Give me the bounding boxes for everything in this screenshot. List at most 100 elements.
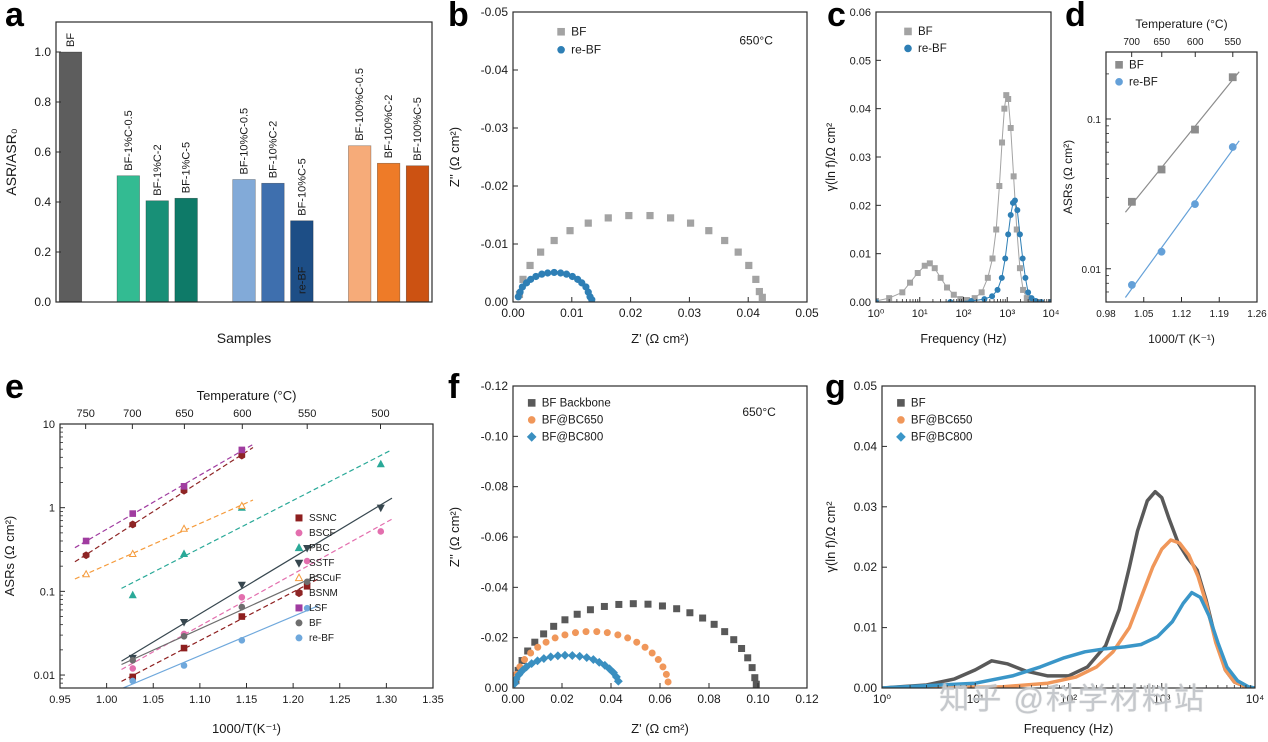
svg-text:BF-100%C-5: BF-100%C-5 — [412, 97, 424, 161]
svg-text:0.05: 0.05 — [850, 55, 871, 67]
svg-text:BF-10%C-5: BF-10%C-5 — [296, 158, 308, 215]
svg-text:0.05: 0.05 — [854, 379, 878, 393]
svg-text:650: 650 — [175, 408, 193, 420]
svg-text:BF: BF — [1129, 60, 1144, 72]
svg-text:Z'' (Ω cm²): Z'' (Ω cm²) — [447, 507, 462, 567]
svg-text:0.01: 0.01 — [1082, 265, 1102, 276]
svg-text:BF-10%C-2: BF-10%C-2 — [267, 121, 279, 178]
svg-text:BF@BC650: BF@BC650 — [911, 415, 973, 427]
svg-text:ASRs (Ω cm²): ASRs (Ω cm²) — [1061, 140, 1075, 214]
panel-letter-a: a — [5, 0, 24, 34]
svg-text:1.15: 1.15 — [236, 694, 257, 706]
svg-text:700: 700 — [1123, 37, 1140, 48]
chart-g-drt: 10⁰ 10¹ 10² 10³ 10⁴ 0.00 0.01 0.02 0.03 0.04 0.05 F… — [823, 379, 1265, 736]
svg-text:750: 750 — [76, 408, 94, 420]
svg-text:-0.02: -0.02 — [481, 631, 509, 645]
svg-text:BF: BF — [918, 26, 933, 38]
panel-letter-e: e — [5, 368, 24, 406]
svg-text:0.95: 0.95 — [49, 694, 70, 706]
svg-text:0.00: 0.00 — [485, 681, 509, 695]
panel-letter-c: c — [827, 0, 846, 34]
svg-text:700: 700 — [123, 408, 141, 420]
svg-text:0.0: 0.0 — [34, 295, 51, 309]
panel-c: c 10⁰ 10¹ 10² 10³ 10⁴ 0.00 0.01 0.02 0.03 0.04 0.0… — [822, 0, 1060, 352]
chart-d-arrhenius: 0.98 1.05 1.12 1.19 1.26 0.01 0.1 700 650 600 550 T… — [1061, 17, 1267, 346]
svg-text:BF-1%C-5: BF-1%C-5 — [181, 142, 193, 193]
svg-text:10³: 10³ — [999, 308, 1015, 320]
svg-text:10⁰: 10⁰ — [873, 692, 891, 706]
svg-text:10²: 10² — [1060, 692, 1077, 706]
chart-f-nyquist: 0.00 0.02 0.04 0.06 0.08 0.10 0.12 0.00 -0.02 -0.… — [447, 379, 819, 736]
svg-text:-0.04: -0.04 — [481, 63, 509, 77]
svg-text:-0.10: -0.10 — [481, 429, 509, 443]
svg-text:Z' (Ω cm²): Z' (Ω cm²) — [631, 721, 689, 736]
svg-text:1.35: 1.35 — [422, 694, 443, 706]
svg-text:1.30: 1.30 — [376, 694, 397, 706]
panel-letter-f: f — [448, 368, 460, 406]
svg-text:re-BF: re-BF — [1129, 77, 1158, 89]
svg-text:-0.06: -0.06 — [481, 530, 509, 544]
svg-text:0.06: 0.06 — [648, 692, 672, 706]
svg-text:1000/T (K⁻¹): 1000/T (K⁻¹) — [1148, 332, 1215, 346]
svg-text:0.03: 0.03 — [854, 500, 878, 514]
svg-text:0.1: 0.1 — [1087, 115, 1101, 126]
svg-text:10³: 10³ — [1153, 692, 1170, 706]
svg-text:PBC: PBC — [309, 543, 330, 554]
svg-text:0.06: 0.06 — [850, 7, 871, 19]
svg-text:-0.02: -0.02 — [481, 179, 509, 193]
svg-text:0.00: 0.00 — [501, 692, 525, 706]
svg-text:10¹: 10¹ — [912, 308, 928, 320]
svg-text:0.04: 0.04 — [854, 439, 878, 453]
svg-text:0.8: 0.8 — [34, 95, 51, 109]
svg-text:γ(ln f)/Ω cm²: γ(ln f)/Ω cm² — [823, 501, 838, 573]
svg-text:re-BF: re-BF — [918, 43, 947, 55]
svg-text:SSTF: SSTF — [309, 558, 335, 569]
svg-text:Frequency (Hz): Frequency (Hz) — [920, 332, 1006, 346]
panel-e: e 0.95 1.00 1.05 1.10 1.15 1.20 1.25 1.30 1.35 0.… — [0, 368, 446, 742]
chart-b-nyquist: 0.00 0.01 0.02 0.03 0.04 0.05 0.00 -0.01 -0.02 -0… — [447, 5, 819, 346]
svg-text:re-BF: re-BF — [571, 43, 601, 57]
svg-text:BF Backbone: BF Backbone — [542, 398, 611, 410]
svg-text:0.6: 0.6 — [34, 145, 51, 159]
svg-text:0.01: 0.01 — [34, 670, 55, 682]
svg-text:0.03: 0.03 — [678, 306, 702, 320]
svg-text:BF-100%C-0.5: BF-100%C-0.5 — [354, 68, 366, 141]
svg-text:0.00: 0.00 — [501, 306, 525, 320]
svg-text:BSNM: BSNM — [309, 588, 338, 599]
chart-a-bar-asr-ratio: 0.0 0.2 0.4 0.6 0.8 1.0 Samples ASR/ASR₀ BF BF-1%… — [3, 21, 433, 346]
svg-text:-0.04: -0.04 — [481, 580, 509, 594]
svg-text:LSF: LSF — [309, 603, 327, 614]
svg-text:10¹: 10¹ — [967, 692, 984, 706]
chart-c-drt: 10⁰ 10¹ 10² 10³ 10⁴ 0.00 0.01 0.02 0.03 0.04 0.05 0… — [824, 7, 1060, 346]
svg-text:0.02: 0.02 — [854, 560, 878, 574]
svg-text:0.00: 0.00 — [854, 681, 878, 695]
svg-text:SSNC: SSNC — [309, 513, 337, 524]
svg-text:BF-100%C-2: BF-100%C-2 — [383, 95, 395, 159]
panel-b: b 0.00 0.01 0.02 0.03 0.04 0.05 0.00 -0.01 -0.02… — [443, 0, 820, 352]
svg-text:-0.05: -0.05 — [481, 5, 509, 19]
svg-text:10⁴: 10⁴ — [1246, 692, 1265, 706]
svg-text:Temperature (°C): Temperature (°C) — [197, 388, 297, 403]
svg-text:BF@BC800: BF@BC800 — [542, 432, 604, 444]
svg-text:1.05: 1.05 — [143, 694, 164, 706]
svg-text:1000/T(K⁻¹): 1000/T(K⁻¹) — [212, 721, 281, 736]
svg-text:500: 500 — [371, 408, 389, 420]
svg-text:-0.08: -0.08 — [481, 480, 509, 494]
svg-text:0.02: 0.02 — [550, 692, 574, 706]
svg-text:ASRs (Ω cm²): ASRs (Ω cm²) — [2, 516, 17, 597]
svg-text:BSCF: BSCF — [309, 528, 336, 539]
svg-text:0.98: 0.98 — [1096, 309, 1116, 320]
panel-letter-b: b — [448, 0, 469, 34]
svg-text:10²: 10² — [956, 308, 972, 320]
svg-text:1.19: 1.19 — [1210, 309, 1230, 320]
svg-text:1.05: 1.05 — [1134, 309, 1154, 320]
svg-text:550: 550 — [298, 408, 316, 420]
svg-text:600: 600 — [233, 408, 251, 420]
panel-letter-g: g — [825, 368, 846, 406]
svg-text:Samples: Samples — [217, 330, 271, 346]
svg-text:0.00: 0.00 — [485, 295, 509, 309]
svg-text:0.1: 0.1 — [40, 586, 55, 598]
svg-text:10: 10 — [43, 419, 55, 431]
svg-text:0.04: 0.04 — [850, 104, 871, 116]
